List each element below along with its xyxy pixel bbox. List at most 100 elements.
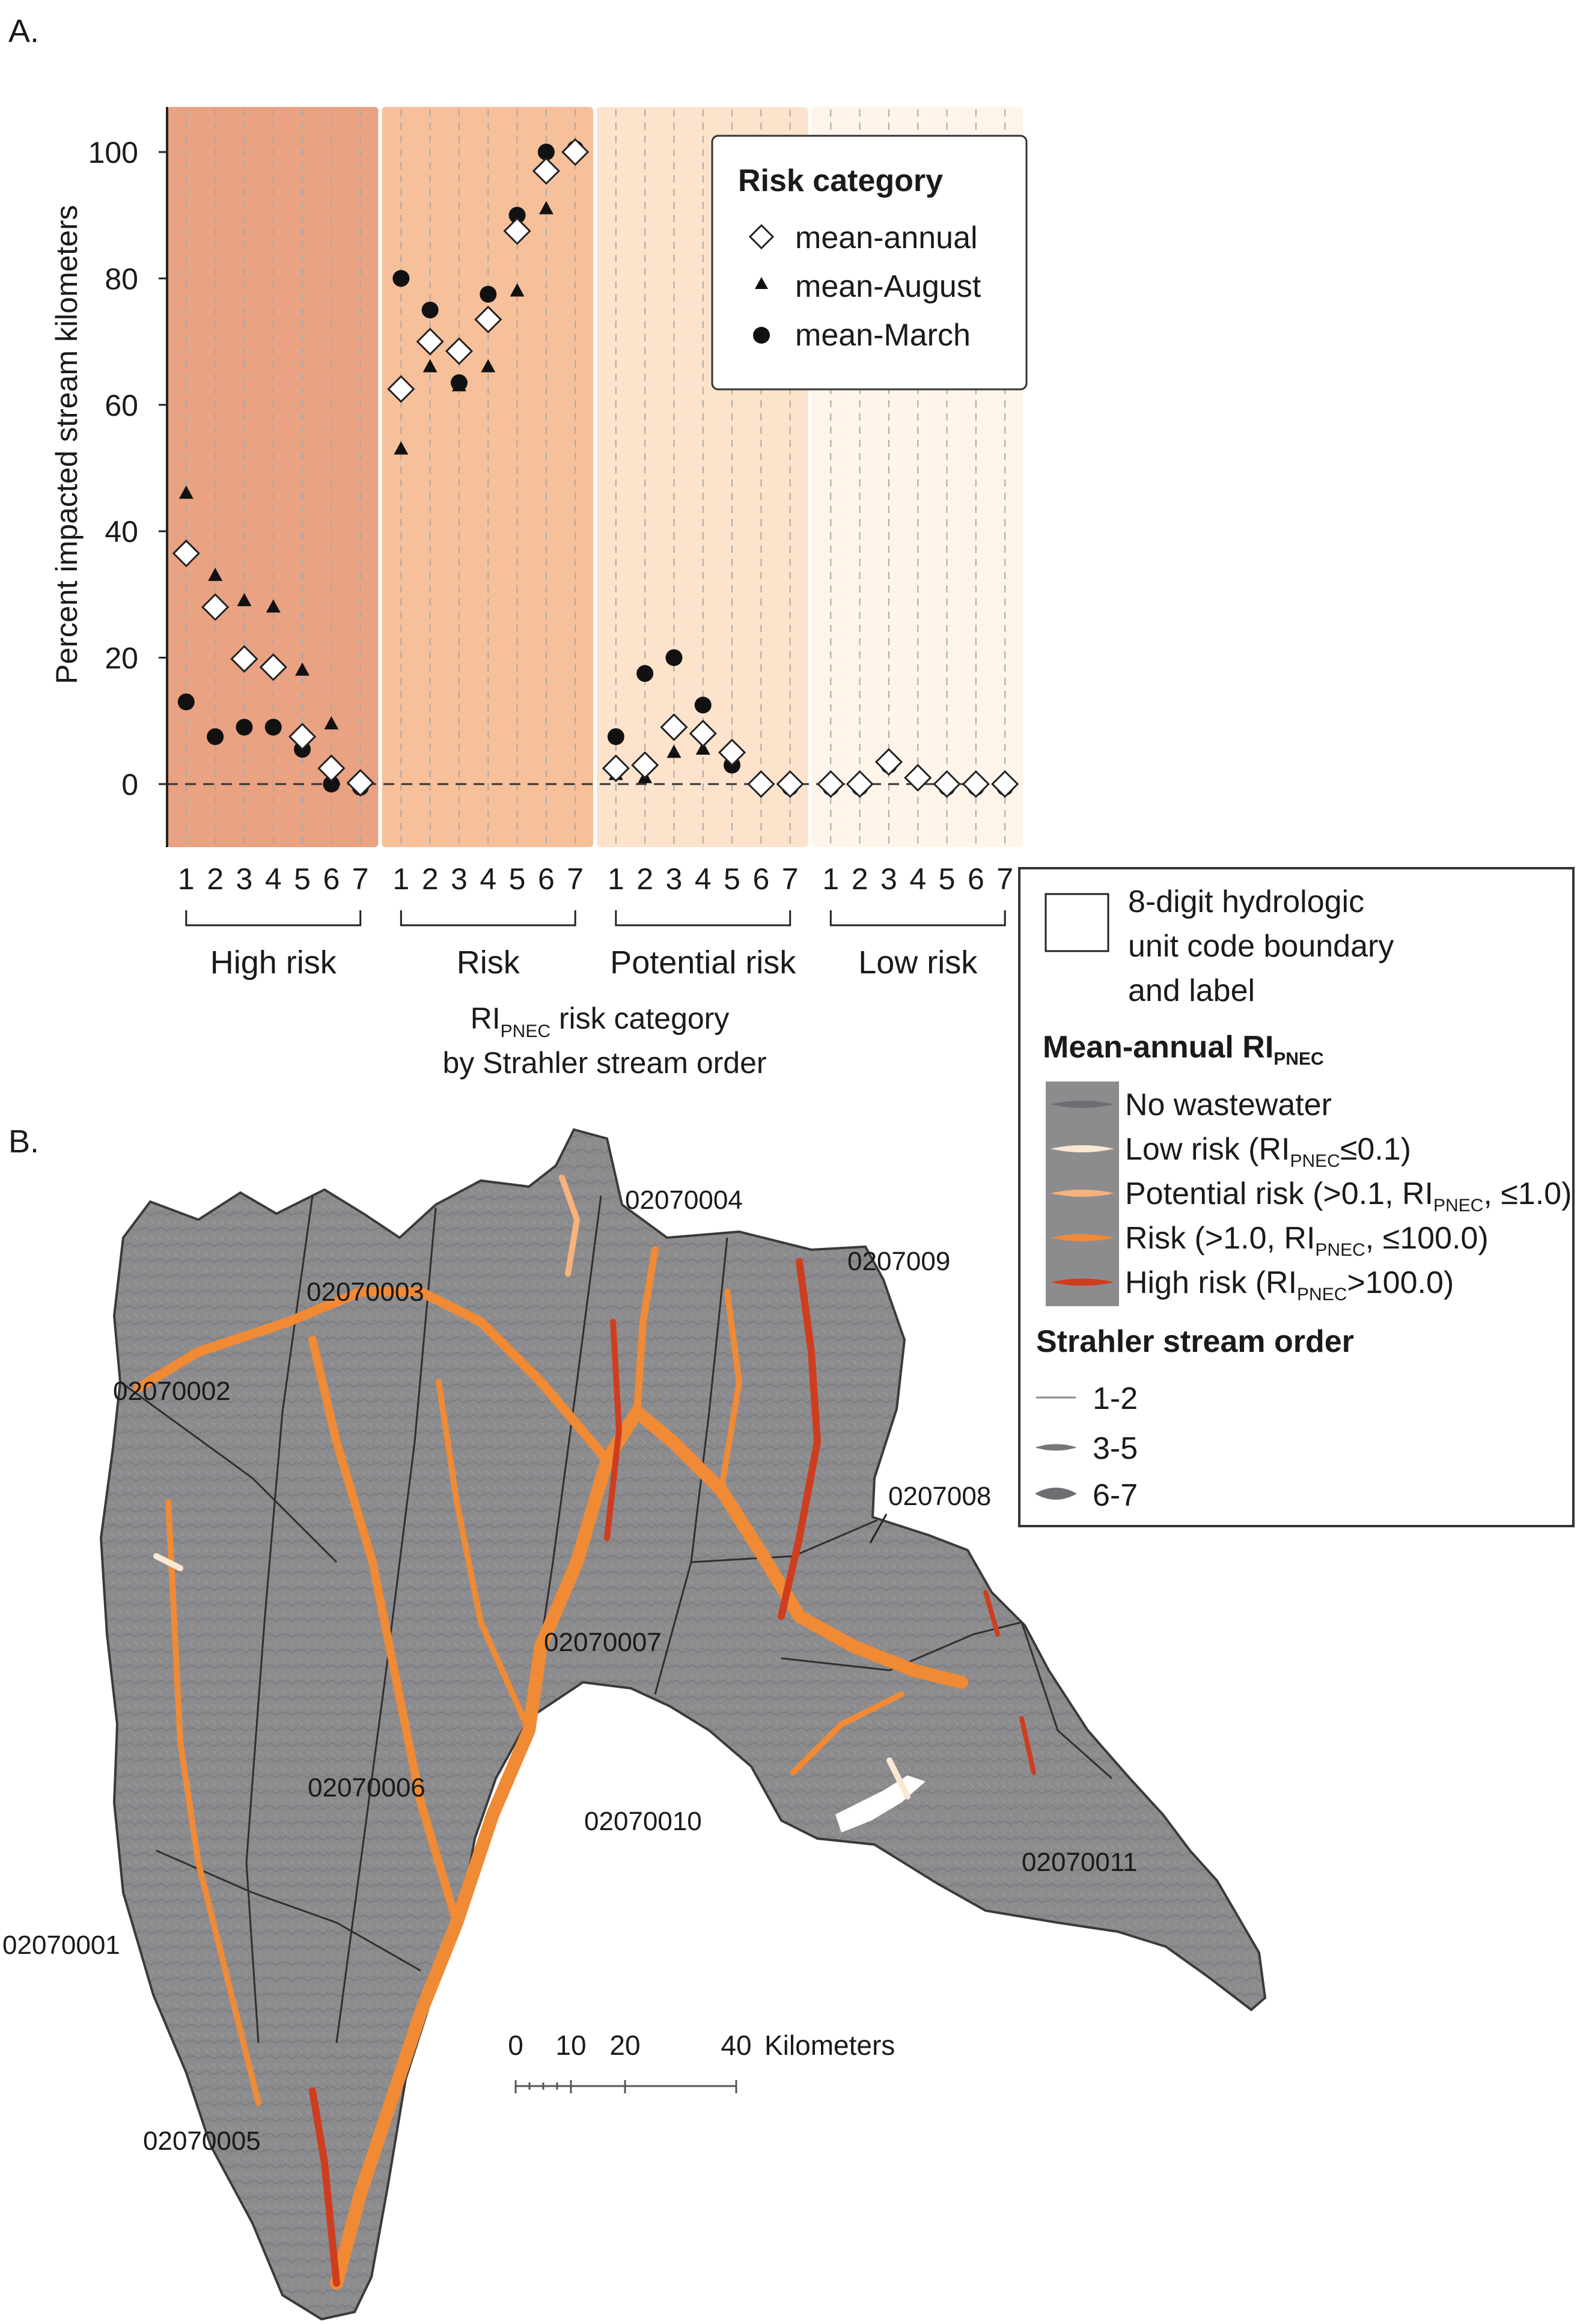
chart-legend-title: Risk category bbox=[738, 163, 943, 198]
x-tick-label: 5 bbox=[724, 862, 740, 896]
huc-leader-line bbox=[869, 1513, 888, 1544]
annual-point bbox=[718, 738, 746, 767]
scale-bar: 0 10 20 40 Kilometers bbox=[508, 2030, 895, 2093]
x-tick-label: 3 bbox=[236, 862, 253, 896]
annual-point bbox=[933, 770, 961, 798]
huc-boundary-line bbox=[654, 1237, 728, 1695]
y-tick-label: 60 bbox=[105, 389, 138, 422]
y-tick-label: 20 bbox=[105, 642, 138, 675]
ri-class-label: Risk (>1.0, RIPNEC, ≤100.0) bbox=[1125, 1221, 1489, 1260]
huc-label: 0207008 bbox=[888, 1482, 991, 1511]
huc-label: 02070006 bbox=[308, 1773, 425, 1802]
huc-boundary-line bbox=[1020, 1622, 1112, 1780]
group-bracket bbox=[185, 910, 362, 926]
watershed-boundary bbox=[99, 1128, 1267, 2321]
annual-point bbox=[904, 764, 932, 792]
august-point bbox=[422, 359, 438, 373]
annual-point bbox=[776, 770, 804, 798]
x-tick-label: 4 bbox=[909, 862, 926, 896]
watershed-map: 02070004 0207009 02070003 02070002 02070… bbox=[2, 1128, 1267, 2321]
scale-label: 0 bbox=[508, 2030, 523, 2061]
x-tick-label: 2 bbox=[636, 862, 653, 896]
map-legend-boundary-label: and label bbox=[1128, 973, 1255, 1008]
august-point bbox=[266, 599, 281, 613]
y-tick-label: 80 bbox=[105, 262, 138, 296]
august-point bbox=[178, 485, 194, 499]
stream-tributary bbox=[309, 2087, 340, 2287]
huc-label: 02070005 bbox=[143, 2126, 261, 2156]
ri-class-label: Potential risk (>0.1, RIPNEC, ≤1.0) bbox=[1125, 1176, 1572, 1215]
ri-class-swatch bbox=[1051, 1101, 1114, 1108]
annual-point bbox=[532, 157, 560, 185]
ri-class-label-part: , ≤1.0) bbox=[1483, 1176, 1572, 1211]
stream-tributary bbox=[778, 1258, 821, 1620]
group-label: Risk bbox=[457, 945, 520, 981]
huc-label: 0207009 bbox=[847, 1247, 950, 1276]
huc-label: 02070011 bbox=[1022, 1848, 1138, 1877]
ri-class-label: High risk (RIPNEC>100.0) bbox=[1125, 1265, 1454, 1304]
x-tick-label: 6 bbox=[752, 862, 769, 896]
y-axis-ticks: 0 20 40 60 80 100 bbox=[88, 136, 167, 802]
august-point bbox=[481, 359, 496, 373]
map-legend-boundary-label: 8-digit hydrologic bbox=[1128, 884, 1364, 919]
march-point bbox=[480, 285, 497, 303]
annual-point bbox=[259, 653, 287, 681]
chart-legend-item-august: mean-August bbox=[795, 269, 981, 304]
march-point bbox=[264, 719, 282, 736]
august-point bbox=[538, 201, 554, 214]
group-label: High risk bbox=[210, 945, 337, 981]
triangle-marker-icon bbox=[755, 277, 768, 289]
strahler-6-7-symbol bbox=[1035, 1488, 1077, 1500]
x-tick-label: 5 bbox=[294, 862, 311, 896]
x-axis-title-sub: PNEC bbox=[501, 1021, 551, 1041]
x-tick-label: 2 bbox=[422, 862, 439, 896]
y-axis-title: Percent impacted stream kilometers bbox=[50, 205, 84, 684]
annual-point bbox=[474, 305, 502, 333]
panel-a-label: A. bbox=[8, 13, 39, 49]
annual-point bbox=[387, 375, 415, 403]
stream-tributary bbox=[983, 1590, 1036, 1775]
x-tick-label: 6 bbox=[538, 862, 555, 896]
x-axis-title: RIPNEC risk category bbox=[471, 1002, 730, 1041]
ri-class-label-part: >100.0) bbox=[1347, 1265, 1454, 1300]
x-tick-label: 5 bbox=[509, 862, 526, 896]
y-tick-label: 100 bbox=[88, 136, 138, 169]
huc-boundary-line bbox=[335, 1207, 437, 2043]
map-legend-strahler-title: Strahler stream order bbox=[1036, 1324, 1354, 1359]
annual-point bbox=[631, 751, 659, 779]
annual-point bbox=[503, 217, 531, 245]
annual-point bbox=[561, 138, 590, 166]
annual-point bbox=[288, 722, 317, 751]
ri-class-label-part: Low risk (RI bbox=[1125, 1132, 1290, 1167]
risk-band bbox=[382, 107, 593, 847]
annual-point bbox=[689, 719, 717, 747]
august-point bbox=[295, 662, 310, 676]
x-tick-label: 7 bbox=[567, 862, 584, 896]
ri-class-label-part: Risk (>1.0, RI bbox=[1125, 1221, 1315, 1256]
ri-class-swatch bbox=[1051, 1145, 1114, 1152]
stream-tributary bbox=[133, 1287, 612, 1465]
scale-bar-ticks bbox=[514, 2080, 737, 2093]
strahler-item: 6-7 bbox=[1093, 1478, 1138, 1513]
stream-tributary bbox=[604, 1319, 622, 1541]
group-bracket bbox=[829, 910, 1006, 926]
ri-class-label-part: PNEC bbox=[1297, 1285, 1347, 1304]
map-legend-ri-title: Mean-annual RIPNEC bbox=[1043, 1030, 1324, 1069]
march-point bbox=[636, 665, 654, 682]
ri-class-label-part: ≤0.1) bbox=[1340, 1132, 1411, 1167]
ri-class-swatch bbox=[1051, 1190, 1114, 1197]
y-tick-label: 40 bbox=[105, 515, 138, 549]
annual-point bbox=[991, 770, 1019, 798]
x-tick-label: 3 bbox=[666, 862, 683, 896]
huc-label: 02070004 bbox=[625, 1185, 743, 1215]
ri-class-swatch bbox=[1051, 1234, 1114, 1241]
august-point bbox=[208, 567, 223, 581]
march-point bbox=[421, 302, 439, 318]
stream-main-stem bbox=[330, 1405, 968, 2290]
chart-legend-box bbox=[711, 135, 1028, 391]
x-axis-title-main: RI bbox=[471, 1002, 501, 1035]
risk-band bbox=[167, 107, 379, 847]
huc-boundary-line bbox=[120, 1381, 338, 1563]
stream-tributary bbox=[308, 1336, 461, 1927]
